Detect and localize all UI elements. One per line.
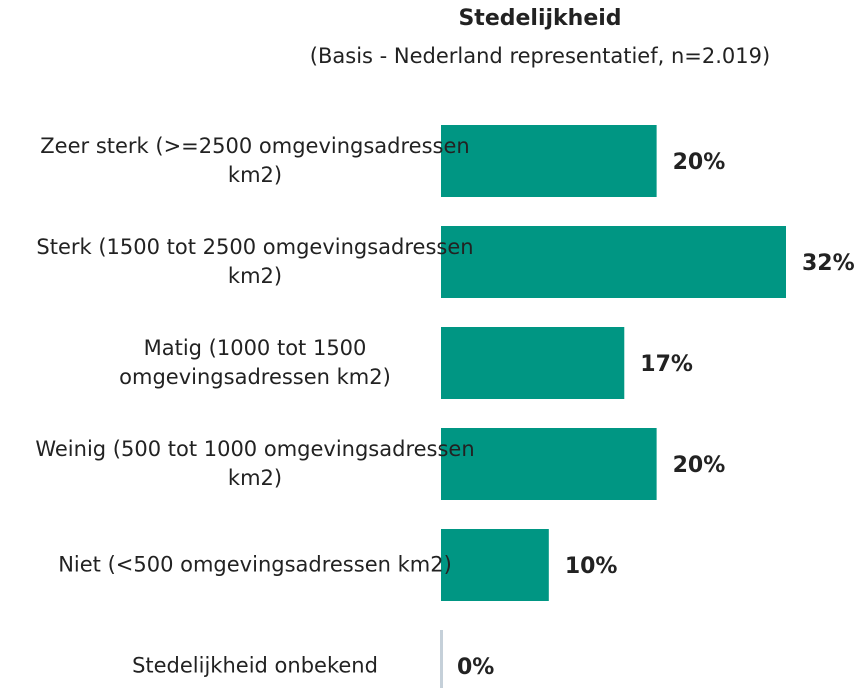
data-label: 10%	[565, 554, 618, 579]
bar	[441, 529, 549, 601]
category-label: Sterk (1500 tot 2500 omgevingsadressen k…	[36, 235, 474, 288]
category-label: Zeer sterk (>=2500 omgevingsadressen km2…	[40, 134, 470, 187]
data-label: 20%	[673, 150, 726, 175]
bar	[441, 125, 657, 197]
category-label: Stedelijkheid onbekend	[132, 653, 378, 678]
chart-subtitle: (Basis - Nederland representatief, n=2.0…	[309, 44, 771, 68]
data-label: 0%	[457, 655, 494, 680]
chart-title: Stedelijkheid	[458, 6, 622, 31]
category-label: Matig (1000 tot 1500 omgevingsadressen k…	[119, 336, 391, 389]
bar	[441, 428, 657, 500]
category-label: Weinig (500 tot 1000 omgevingsadressen k…	[35, 437, 475, 490]
bar	[441, 327, 625, 399]
bar	[440, 630, 443, 688]
data-label: 32%	[802, 251, 855, 276]
data-label: 17%	[640, 352, 693, 377]
data-label: 20%	[673, 453, 726, 478]
bar	[441, 226, 786, 298]
category-label: Niet (<500 omgevingsadressen km2)	[58, 552, 452, 577]
